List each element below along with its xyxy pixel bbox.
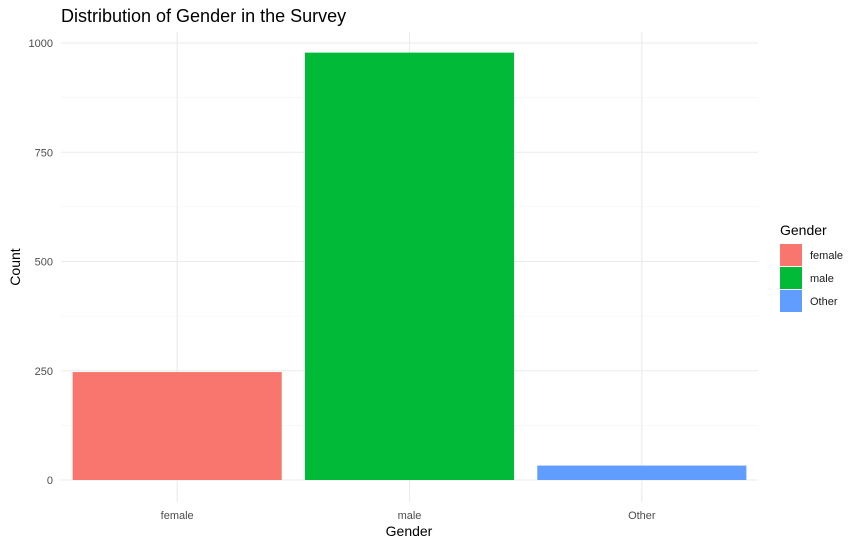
bar-other [537, 465, 747, 480]
legend-key-other [780, 290, 802, 312]
x-axis-ticks: female male Other [161, 510, 656, 522]
x-tick-label: female [161, 510, 194, 522]
y-tick-label: 0 [47, 475, 53, 487]
x-tick-label: Other [628, 510, 656, 522]
bar-female [72, 372, 282, 480]
y-tick-label: 250 [35, 366, 53, 378]
y-tick-label: 750 [35, 147, 53, 159]
legend-key-male [780, 267, 802, 289]
x-tick-label: male [398, 510, 422, 522]
legend-label: male [810, 273, 834, 285]
legend-label: female [810, 250, 843, 262]
y-axis-title: Count [7, 248, 23, 285]
legend-label: Other [810, 296, 838, 308]
y-tick-label: 500 [35, 257, 53, 269]
bar-male [304, 52, 515, 480]
legend-title: Gender [780, 222, 827, 238]
y-tick-label: 1000 [29, 38, 53, 50]
chart-title: Distribution of Gender in the Survey [61, 6, 346, 26]
x-axis-title: Gender [386, 523, 433, 539]
bars [72, 52, 747, 480]
y-axis-ticks: 0 250 500 750 1000 [29, 38, 53, 487]
legend-key-female [780, 244, 802, 266]
legend: Gender female male Other [780, 222, 843, 312]
